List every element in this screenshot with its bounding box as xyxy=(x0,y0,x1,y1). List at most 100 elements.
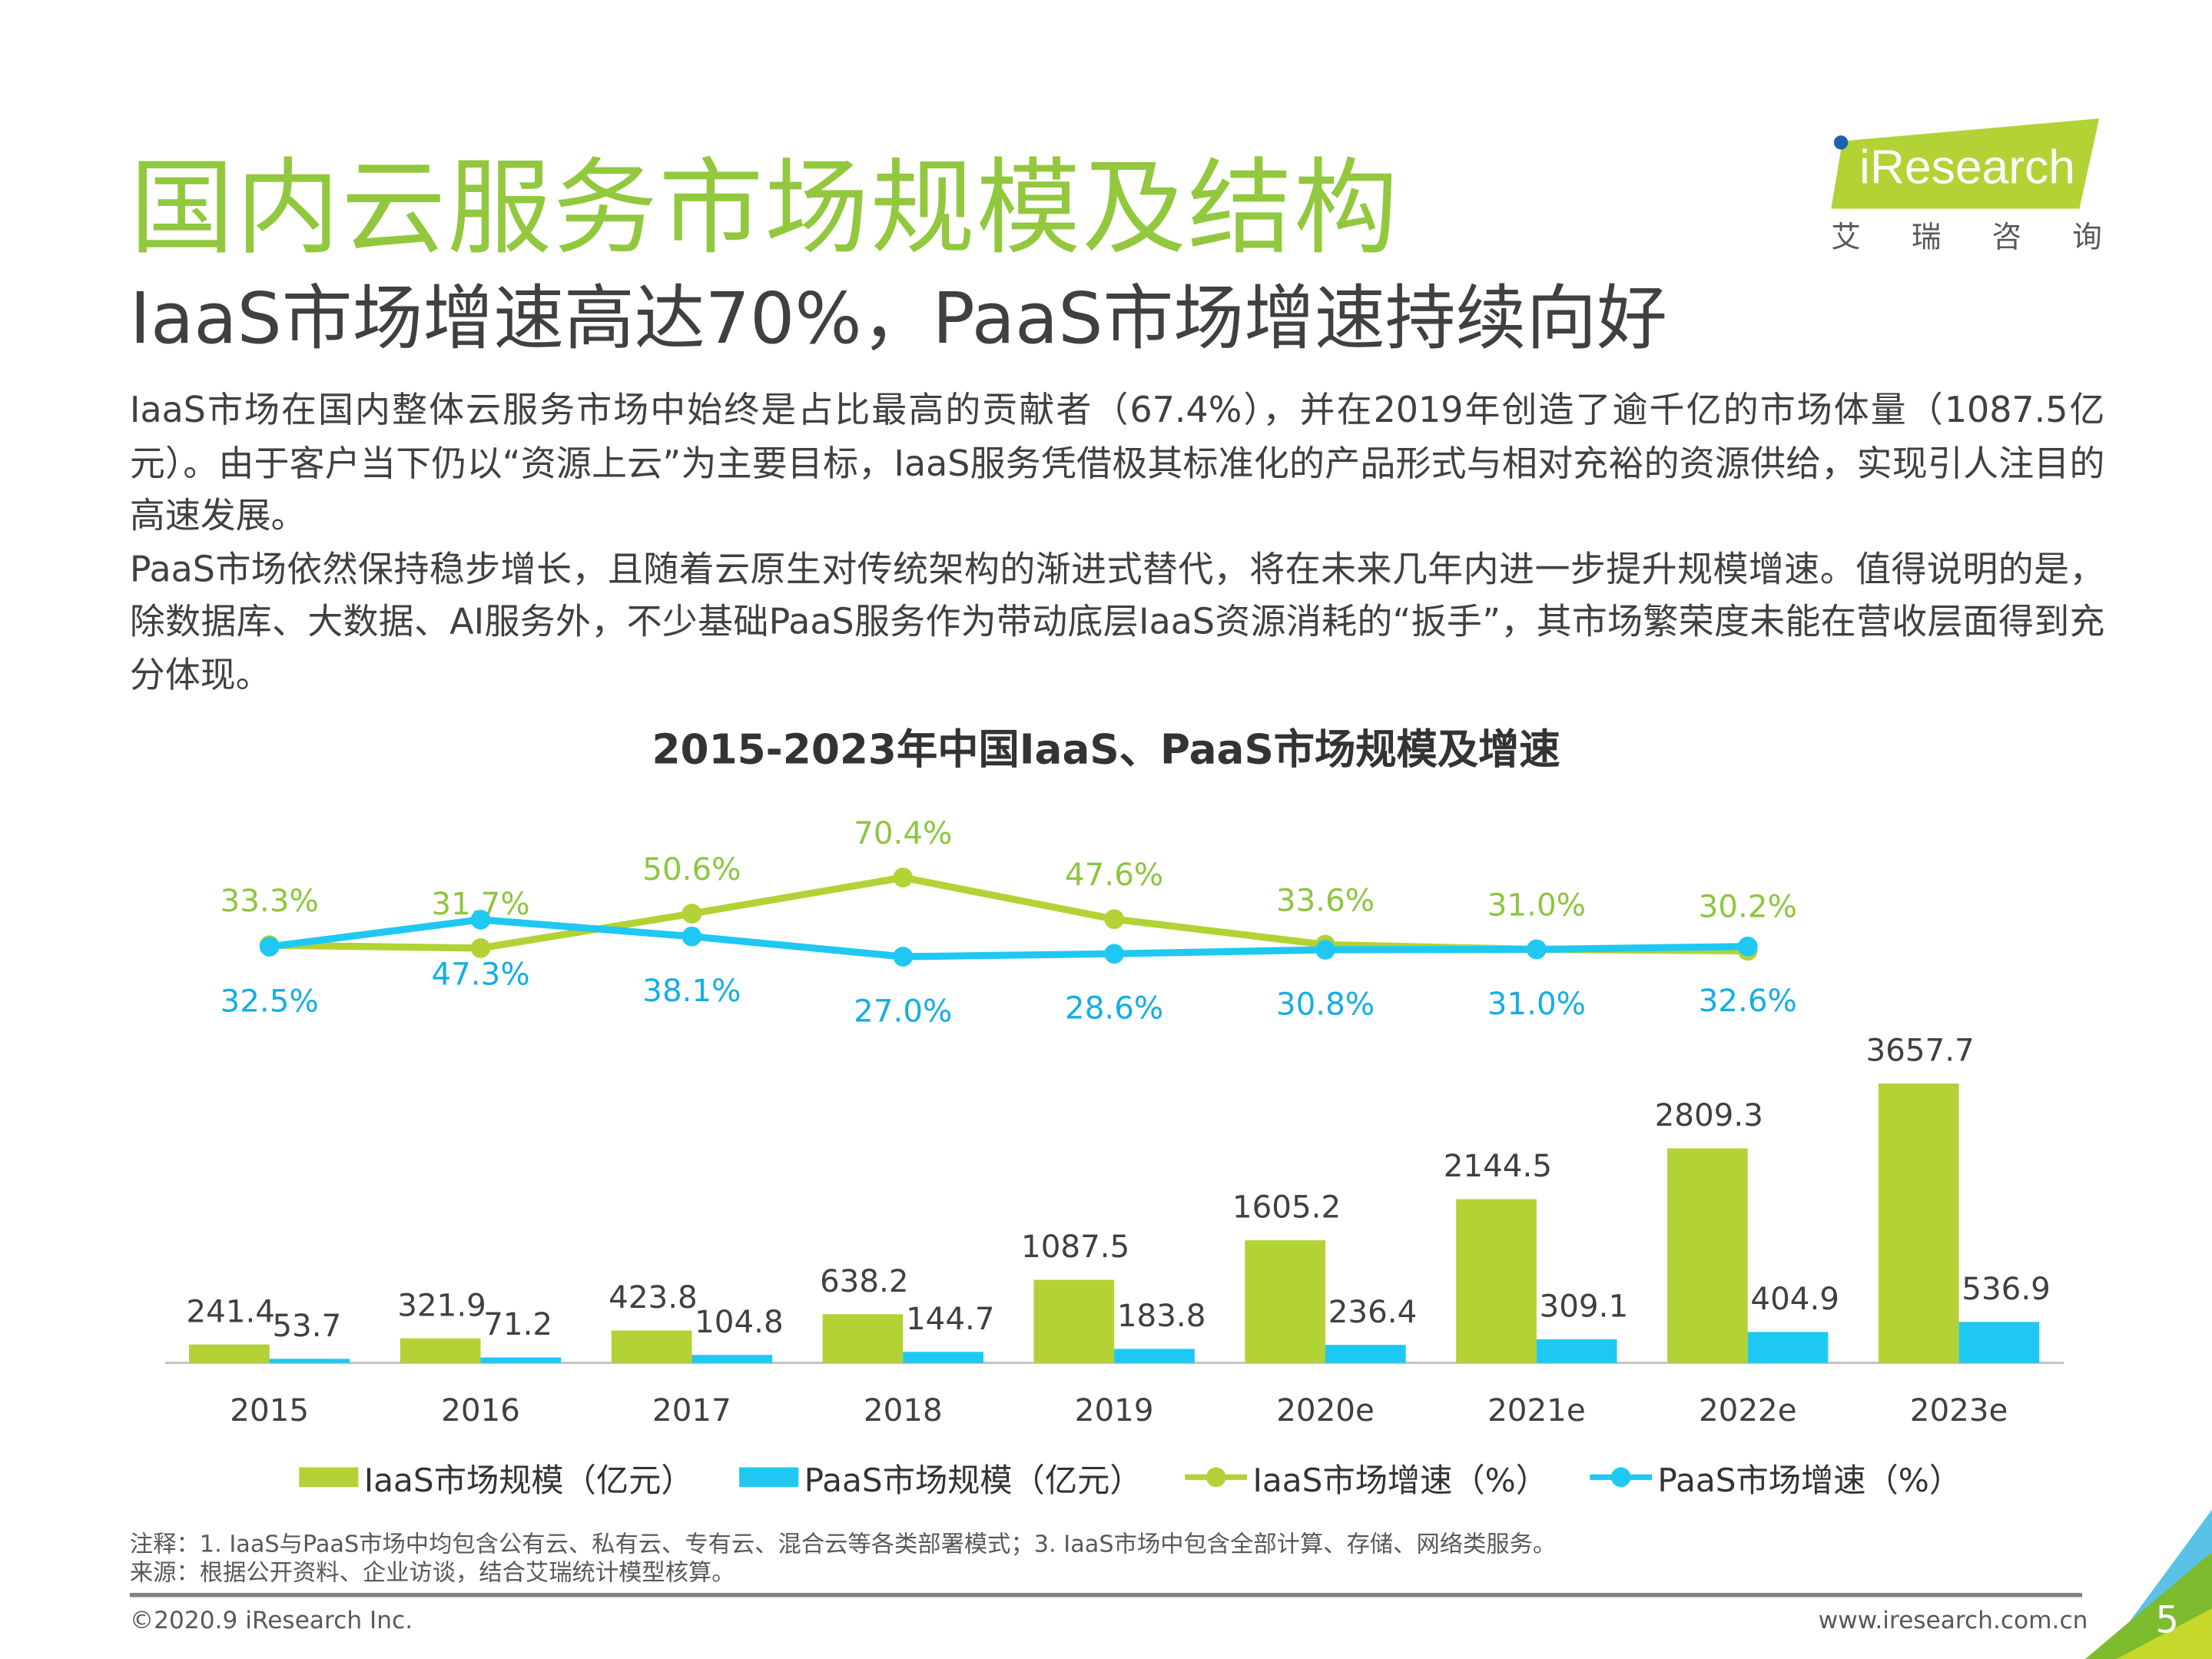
bar-paas xyxy=(691,1355,773,1363)
x-tick-label: 2017 xyxy=(652,1392,731,1428)
bar-paas xyxy=(269,1359,350,1363)
line-paas-growth xyxy=(269,916,1748,961)
x-tick-label: 2021e xyxy=(1487,1392,1586,1428)
legend-item-iaas-growth: IaaS市场增速（%） xyxy=(1185,1453,1548,1501)
x-tick-label: 2018 xyxy=(864,1392,943,1428)
corner-decoration xyxy=(2085,1509,2212,1659)
point-label-iaas-growth: 33.3% xyxy=(221,883,319,919)
bar-paas xyxy=(1958,1322,2040,1363)
bar-label-iaas: 3657.7 xyxy=(1865,1033,1974,1069)
bar-label-iaas: 1087.5 xyxy=(1021,1229,1129,1265)
point-iaas-growth xyxy=(893,868,914,888)
legend-swatch xyxy=(299,1467,359,1488)
legend-item-paas-size: PaaS市场规模（亿元） xyxy=(739,1453,1142,1501)
point-paas-growth xyxy=(1315,940,1335,960)
bar-paas xyxy=(1536,1339,1617,1363)
bar-paas xyxy=(1114,1349,1195,1363)
bar-label-paas: 236.4 xyxy=(1328,1294,1418,1330)
x-tick-label: 2016 xyxy=(441,1392,520,1428)
point-paas-growth xyxy=(470,909,491,930)
point-label-iaas-growth: 70.4% xyxy=(854,815,952,851)
bar-label-paas: 104.8 xyxy=(695,1304,784,1340)
x-tick-label: 2023e xyxy=(1910,1392,2008,1428)
point-label-paas-growth: 27.0% xyxy=(854,993,952,1029)
bar-iaas xyxy=(1245,1240,1326,1363)
iresearch-logo: iResearch xyxy=(1831,118,2100,209)
bar-label-paas: 404.9 xyxy=(1750,1281,1839,1317)
point-label-paas-growth: 31.0% xyxy=(1487,986,1586,1022)
bar-label-iaas: 2144.5 xyxy=(1444,1148,1552,1184)
point-label-iaas-growth: 30.2% xyxy=(1699,888,1797,924)
legend-item-paas-growth: PaaS市场增速（%） xyxy=(1590,1453,1962,1501)
bar-label-iaas: 423.8 xyxy=(609,1279,698,1316)
bar-iaas xyxy=(1456,1199,1537,1363)
bar-label-iaas: 1605.2 xyxy=(1232,1190,1341,1226)
point-label-paas-growth: 47.3% xyxy=(431,956,529,992)
x-tick-label: 2020e xyxy=(1276,1392,1375,1428)
bar-label-iaas: 638.2 xyxy=(820,1263,909,1299)
paragraph: IaaS市场在国内整体云服务市场中始终是占比最高的贡献者（67.4%），并在20… xyxy=(129,389,2105,537)
bar-iaas xyxy=(400,1338,481,1363)
point-label-paas-growth: 32.6% xyxy=(1699,983,1797,1019)
point-label-iaas-growth: 50.6% xyxy=(642,851,741,888)
legend-label: IaaS市场增速（%） xyxy=(1252,1463,1549,1500)
divider xyxy=(129,1592,2083,1598)
legend-marker xyxy=(1590,1467,1653,1488)
point-label-iaas-growth: 31.0% xyxy=(1487,887,1586,923)
bar-iaas xyxy=(1667,1148,1748,1363)
legend-swatch xyxy=(739,1467,799,1488)
point-paas-growth xyxy=(1527,939,1547,960)
bar-label-paas: 536.9 xyxy=(1962,1271,2051,1307)
logo-char: 艾 xyxy=(1831,220,1861,254)
point-paas-growth xyxy=(893,947,914,967)
bar-label-paas: 53.7 xyxy=(272,1308,341,1344)
bar-iaas xyxy=(1878,1083,1959,1363)
copyright: ©2020.9 iResearch Inc. xyxy=(129,1607,413,1636)
bar-label-paas: 183.8 xyxy=(1117,1298,1206,1334)
page-number: 5 xyxy=(2155,1600,2179,1643)
bar-iaas xyxy=(189,1344,270,1363)
bar-label-iaas: 241.4 xyxy=(186,1293,275,1329)
point-paas-growth xyxy=(259,937,280,957)
logo-char: 咨 xyxy=(1991,220,2022,254)
source-note: 来源：根据公开资料、企业访谈，结合艾瑞统计模型核算。 xyxy=(129,1558,735,1586)
bar-label-iaas: 2809.3 xyxy=(1655,1097,1763,1133)
chart-title: 2015-2023年中国IaaS、PaaS市场规模及增速 xyxy=(652,725,1560,774)
x-tick-label: 2022e xyxy=(1699,1392,1797,1428)
logo-chinese: 艾 瑞 咨 询 xyxy=(1831,214,2102,257)
bar-label-paas: 71.2 xyxy=(483,1306,552,1342)
footnote: 注释：1. IaaS与PaaS市场中均包含公有云、私有云、专有云、混合云等各类部… xyxy=(129,1531,1557,1558)
bar-paas xyxy=(480,1357,562,1363)
point-label-paas-growth: 30.8% xyxy=(1276,986,1375,1022)
point-label-paas-growth: 32.5% xyxy=(221,983,319,1019)
point-iaas-growth xyxy=(470,938,491,958)
paragraph: PaaS市场依然保持稳步增长，且随着云原生对传统架构的渐进式替代，将在未来几年内… xyxy=(129,548,2105,696)
x-tick-label: 2019 xyxy=(1075,1392,1154,1428)
legend-label: PaaS市场增速（%） xyxy=(1657,1463,1962,1500)
point-iaas-growth xyxy=(682,904,702,924)
website-link[interactable]: www.iresearch.com.cn xyxy=(1818,1607,2088,1636)
point-label-paas-growth: 28.6% xyxy=(1065,990,1163,1027)
x-tick-label: 2015 xyxy=(230,1392,309,1428)
bar-iaas xyxy=(1033,1279,1115,1363)
bar-label-iaas: 321.9 xyxy=(397,1287,486,1323)
logo-char: 瑞 xyxy=(1911,220,1942,254)
point-paas-growth xyxy=(1104,944,1125,964)
legend-marker xyxy=(1185,1467,1248,1488)
page-subtitle: IaaS市场增速高达70%，PaaS市场增速持续向好 xyxy=(129,277,1667,360)
bar-paas xyxy=(1325,1345,1406,1363)
point-paas-growth xyxy=(682,926,702,947)
legend-label: IaaS市场规模（亿元） xyxy=(363,1463,694,1500)
bar-label-paas: 144.7 xyxy=(906,1301,995,1337)
body-text: IaaS市场在国内整体云服务市场中始终是占比最高的贡献者（67.4%），并在20… xyxy=(130,383,2105,702)
point-label-paas-growth: 38.1% xyxy=(642,973,741,1009)
logo-char: 询 xyxy=(2072,220,2102,254)
bar-iaas xyxy=(611,1330,692,1363)
point-label-iaas-growth: 47.6% xyxy=(1065,857,1163,893)
bar-paas xyxy=(903,1352,983,1363)
svg-text:iResearch: iResearch xyxy=(1859,141,2075,194)
bar-iaas xyxy=(822,1314,904,1363)
legend-item-iaas-size: IaaS市场规模（亿元） xyxy=(299,1453,694,1501)
